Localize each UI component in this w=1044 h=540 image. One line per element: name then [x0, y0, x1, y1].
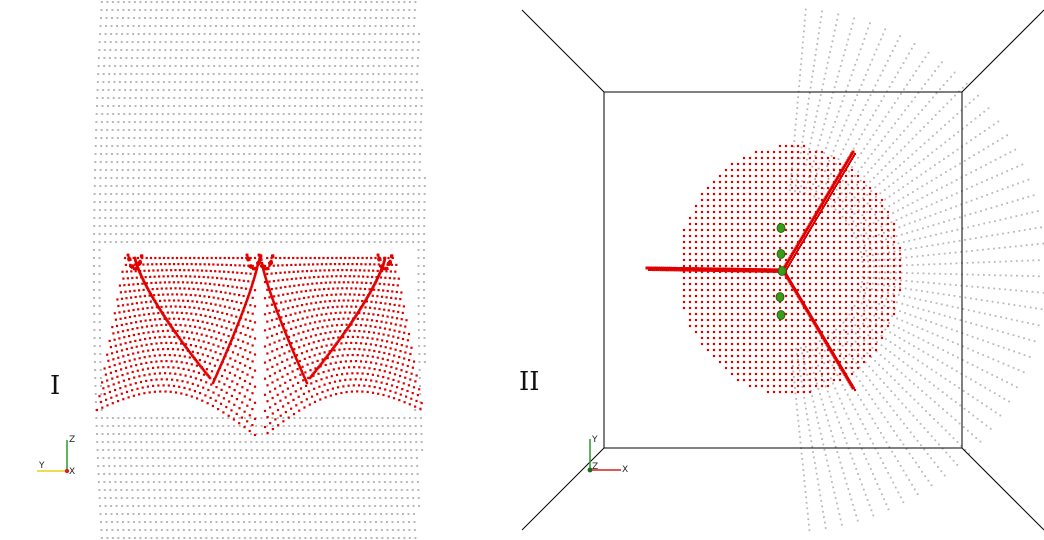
panel-1-axis-horizontal-label: Y [38, 461, 45, 471]
panel-1-axis-vertical-label: Z [69, 435, 75, 445]
panel-1-label: I [50, 371, 60, 401]
panel-2-axis-out [587, 467, 593, 473]
panel-2: II Y X Z [519, 8, 1044, 532]
panel-2-axis-vertical-label: Y [591, 435, 598, 445]
panel-2-box-back-face [603, 91, 963, 449]
panel-1-grid-point-cloud [93, 1, 426, 539]
panel-1: I Z Y X [37, 1, 426, 539]
panel-2-axis-out-label: Z [592, 462, 598, 472]
panel-1-axis-out [64, 468, 70, 474]
panel-2-axis-horizontal-label: X [622, 465, 628, 475]
panel-2-axis-triad: Y X Z [587, 435, 628, 475]
panel-1-axis-out-label: X [69, 467, 75, 477]
panel-2-bounding-box [521, 9, 1044, 531]
panel-2-green-markers [775, 223, 787, 320]
panel-2-box-edge [521, 447, 605, 531]
panel-1-surface-point-cloud [95, 253, 423, 437]
panel-2-box-edge [961, 9, 1044, 93]
panel-2-box-edge [521, 9, 605, 93]
panel-2-label: II [519, 367, 540, 397]
panel-1-axis-triad: Z Y X [37, 435, 75, 477]
panel-2-box-edge [961, 447, 1044, 531]
panel-2-grid-point-cloud [789, 8, 1044, 532]
panel-2-surface-point-cloud [645, 144, 902, 394]
